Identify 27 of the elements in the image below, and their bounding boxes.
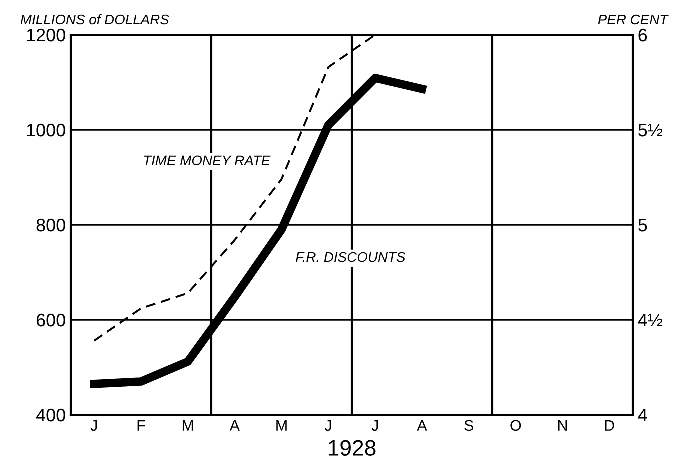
y2-axis-title: PER CENT bbox=[598, 14, 669, 25]
x-tick-label: D bbox=[605, 420, 614, 431]
y2-tick-label: 4 bbox=[638, 409, 648, 422]
y2-tick-label: 6 bbox=[638, 28, 648, 42]
x-tick-label: J bbox=[90, 420, 98, 432]
x-tick-label: A bbox=[417, 420, 428, 431]
y2-tick-label: 4½ bbox=[638, 314, 662, 327]
series-label: F.R. DISCOUNTS bbox=[296, 252, 406, 262]
x-axis-title: 1928 bbox=[328, 440, 376, 456]
x-tick-label: J bbox=[372, 420, 378, 432]
x-tick-label: J bbox=[325, 420, 332, 432]
y-tick-label: 1200 bbox=[27, 28, 66, 42]
x-tick-label: S bbox=[464, 420, 474, 432]
y-tick-label: 800 bbox=[36, 218, 66, 232]
series-label: TIME MONEY RATE bbox=[144, 156, 271, 166]
y2-tick-label: 5½ bbox=[638, 124, 662, 137]
x-tick-label: M bbox=[182, 420, 194, 431]
y-tick-label: 400 bbox=[36, 408, 66, 422]
x-tick-label: A bbox=[230, 420, 240, 431]
x-tick-label: O bbox=[510, 420, 522, 432]
y-axis-title: MILLIONS of DOLLARS bbox=[20, 14, 170, 25]
x-tick-label: F bbox=[138, 420, 146, 431]
x-tick-label: M bbox=[276, 420, 287, 431]
y-tick-label: 1000 bbox=[27, 124, 66, 137]
x-tick-label: N bbox=[558, 420, 568, 431]
y2-tick-label: 5 bbox=[638, 219, 648, 232]
y-tick-label: 600 bbox=[36, 314, 66, 327]
